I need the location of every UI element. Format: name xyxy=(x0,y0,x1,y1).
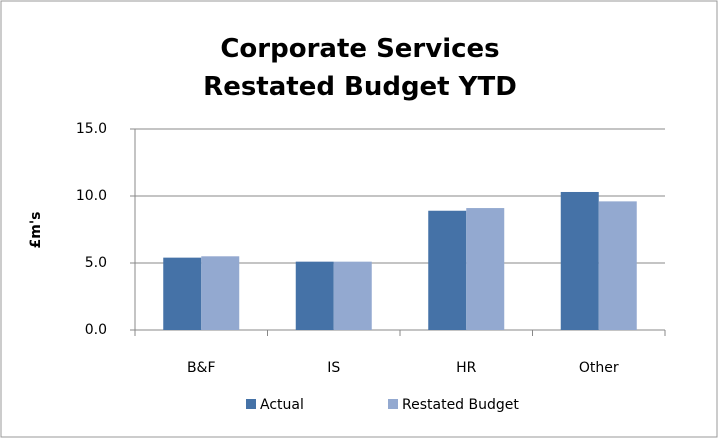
y-axis-label: £m's xyxy=(28,212,44,249)
x-tick-label: IS xyxy=(327,360,340,376)
bar xyxy=(333,261,372,330)
bar xyxy=(560,191,599,330)
bar xyxy=(201,256,240,330)
bar xyxy=(598,201,637,330)
y-tick-label: 10.0 xyxy=(76,188,107,204)
x-tick-label: B&F xyxy=(187,360,216,376)
y-tick-label: 15.0 xyxy=(76,121,107,137)
chart-title: Corporate Services Restated Budget YTD xyxy=(203,34,517,102)
y-tick-label: 5.0 xyxy=(85,255,107,271)
x-tick-label: HR xyxy=(456,360,477,376)
y-tick-label: 0.0 xyxy=(85,322,107,338)
bar xyxy=(466,208,505,330)
x-tick-label: Other xyxy=(579,360,619,376)
legend-swatch xyxy=(246,399,256,409)
bar xyxy=(428,210,467,330)
legend-swatch xyxy=(388,399,398,409)
bar xyxy=(163,257,202,330)
legend-label: Restated Budget xyxy=(402,397,519,413)
bar xyxy=(295,261,334,330)
legend-label: Actual xyxy=(260,397,304,413)
